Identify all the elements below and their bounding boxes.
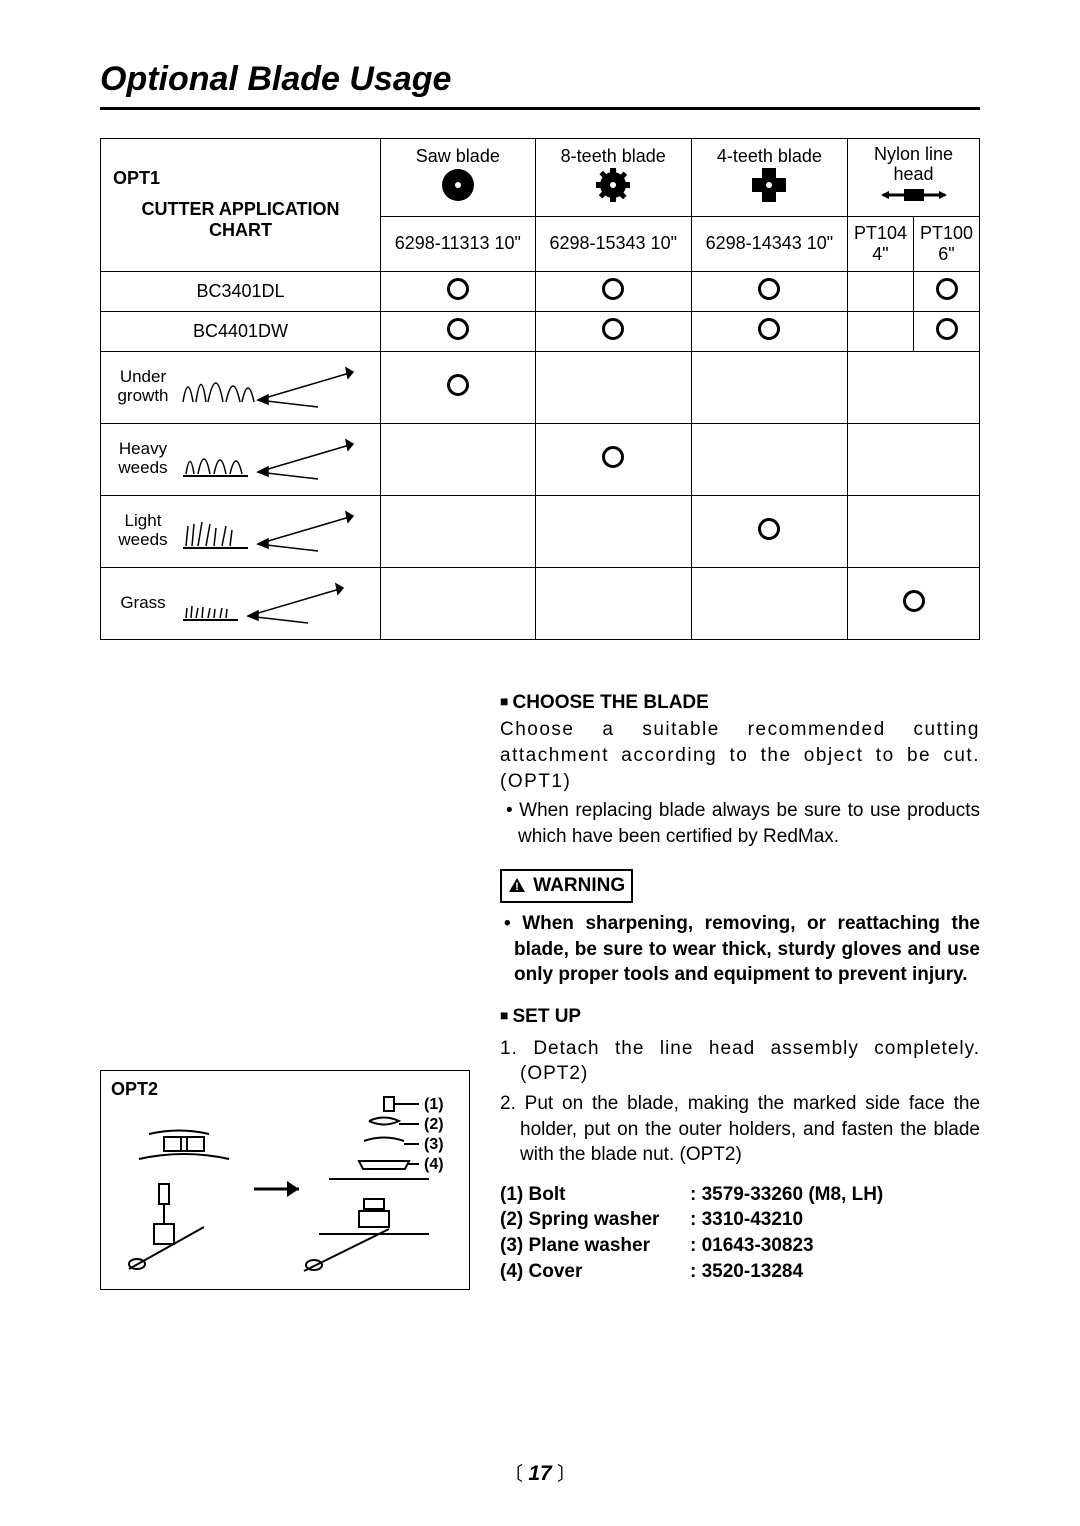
- model-row-1: BC4401DW: [101, 311, 980, 351]
- saw-blade-icon: [436, 167, 480, 203]
- four-teeth-blade-icon: [747, 167, 791, 203]
- mark-icon: [602, 446, 624, 468]
- model-name: BC3401DL: [101, 271, 381, 311]
- model-row-0: BC3401DL: [101, 271, 980, 311]
- cutter-application-label: CUTTER APPLICATION: [105, 199, 376, 220]
- choose-blade-bullet: • When replacing blade always be sure to…: [500, 798, 980, 849]
- mark-icon: [758, 518, 780, 540]
- setup-heading: ■SET UP: [500, 1004, 980, 1030]
- partnum-4teeth: 6298-14343 10": [691, 216, 847, 271]
- opt2-diagram: OPT2 (1) (2) (3) (4): [100, 1070, 470, 1290]
- chart-label: CHART: [105, 220, 376, 241]
- app-row-lightweeds: Light weeds: [101, 495, 980, 567]
- mark-icon: [447, 318, 469, 340]
- row-label: Heavy weeds: [113, 440, 173, 477]
- page-number: 〔 17 〕: [504, 1459, 576, 1486]
- partnum-pt100: PT100 6": [914, 216, 980, 271]
- col-header-saw-blade: Saw blade: [381, 139, 536, 217]
- mark-icon: [936, 318, 958, 340]
- parts-list: (1) Bolt: 3579-33260 (M8, LH) (2) Spring…: [500, 1182, 980, 1285]
- mark-icon: [602, 318, 624, 340]
- row-label: Under growth: [113, 368, 173, 405]
- nylon-head-icon: [879, 185, 949, 205]
- app-row-heavyweeds: Heavy weeds: [101, 423, 980, 495]
- partnum-8teeth: 6298-15343 10": [535, 216, 691, 271]
- col-header-8-teeth: 8-teeth blade: [535, 139, 691, 217]
- svg-text:!: !: [515, 881, 519, 893]
- undergrowth-icon: [178, 362, 368, 412]
- setup-item-1: 1. Detach the line head assembly complet…: [500, 1036, 980, 1087]
- opt2-assembly-icon: (1) (2) (3) (4): [109, 1079, 459, 1279]
- page-title: Optional Blade Usage: [100, 60, 980, 110]
- callout-4: (4): [424, 1156, 444, 1173]
- mark-icon: [936, 278, 958, 300]
- callout-2: (2): [424, 1116, 444, 1133]
- mark-icon: [447, 374, 469, 396]
- mark-icon: [758, 278, 780, 300]
- row-label: Grass: [113, 594, 173, 613]
- partnum-pt104: PT104 4": [848, 216, 914, 271]
- opt1-label: OPT1: [105, 168, 376, 189]
- col-header-nylon: Nylon line head: [848, 139, 980, 217]
- app-row-undergrowth: Under growth: [101, 351, 980, 423]
- choose-blade-body: Choose a suitable recommended cutting at…: [500, 717, 980, 794]
- mark-icon: [903, 590, 925, 612]
- choose-blade-heading: ■CHOOSE THE BLADE: [500, 690, 980, 716]
- mark-icon: [758, 318, 780, 340]
- mark-icon: [602, 278, 624, 300]
- opt2-label: OPT2: [111, 1079, 158, 1100]
- cutter-application-chart: OPT1 CUTTER APPLICATION CHART Saw blade …: [100, 138, 980, 640]
- app-row-grass: Grass: [101, 567, 980, 639]
- partnum-saw: 6298-11313 10": [381, 216, 536, 271]
- warning-label: ! WARNING: [500, 869, 633, 903]
- col-header-4-teeth: 4-teeth blade: [691, 139, 847, 217]
- setup-item-2: 2. Put on the blade, making the marked s…: [500, 1091, 980, 1168]
- model-name: BC4401DW: [101, 311, 381, 351]
- eight-teeth-blade-icon: [591, 167, 635, 203]
- callout-3: (3): [424, 1136, 444, 1153]
- row-label: Light weeds: [113, 512, 173, 549]
- heavyweeds-icon: [178, 434, 368, 484]
- lightweeds-icon: [178, 506, 368, 556]
- grass-icon: [178, 578, 368, 628]
- warning-triangle-icon: !: [508, 877, 526, 893]
- mark-icon: [447, 278, 469, 300]
- warning-text: • When sharpening, removing, or reattach…: [500, 911, 980, 988]
- callout-1: (1): [424, 1096, 444, 1113]
